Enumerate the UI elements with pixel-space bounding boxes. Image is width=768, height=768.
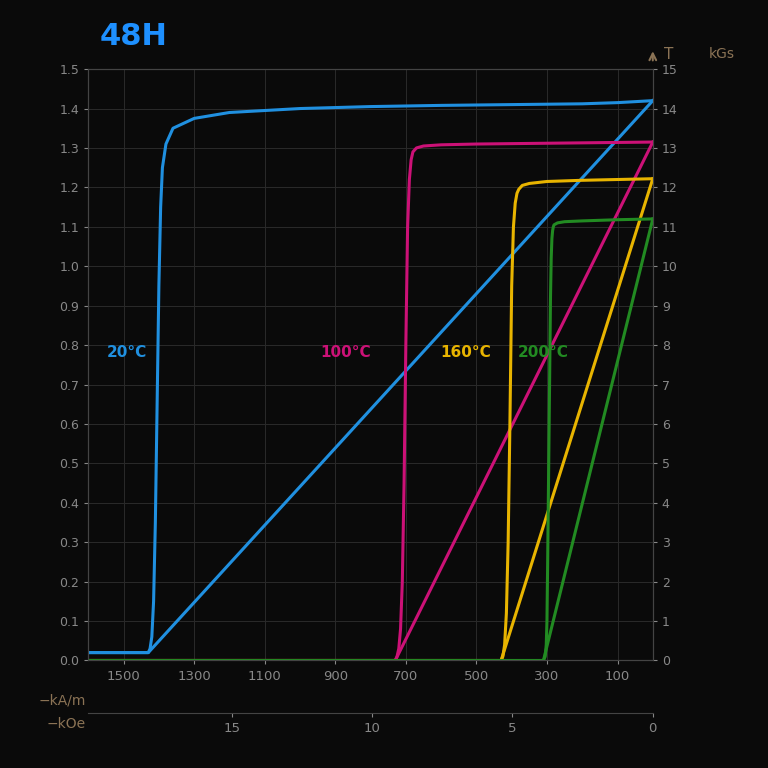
Text: 48H: 48H — [100, 22, 167, 51]
Text: kGs: kGs — [710, 48, 735, 61]
Text: 160°C: 160°C — [440, 346, 492, 360]
Text: 100°C: 100°C — [320, 346, 371, 360]
Text: 20°C: 20°C — [107, 346, 147, 360]
Text: T: T — [664, 47, 674, 62]
Text: 200°C: 200°C — [518, 346, 569, 360]
Text: −kOe: −kOe — [46, 717, 85, 730]
Text: −kA/m: −kA/m — [38, 693, 85, 707]
